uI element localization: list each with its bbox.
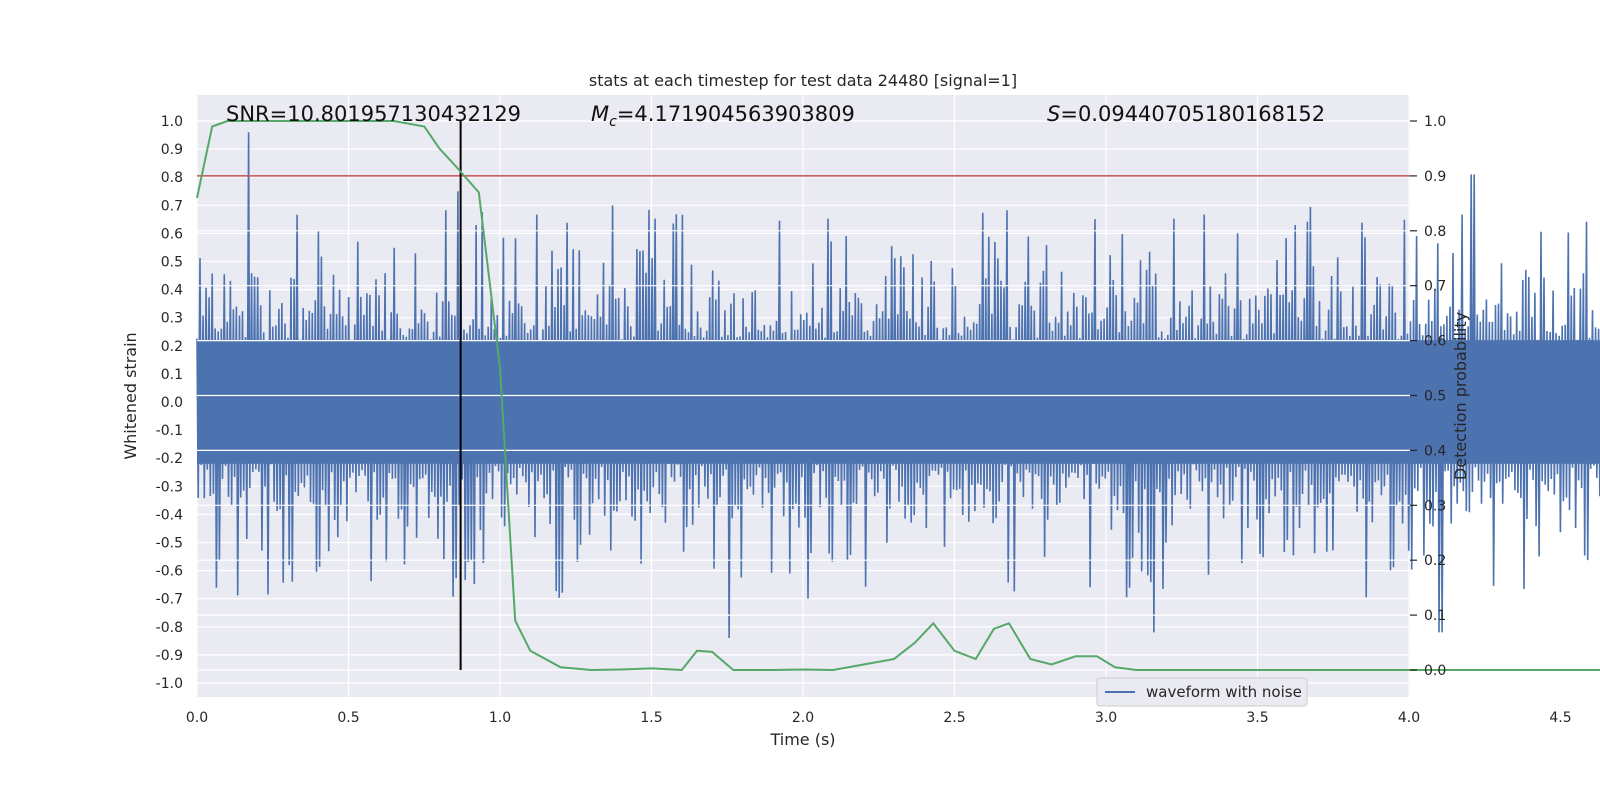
x-tick-label: 1.5: [640, 710, 662, 726]
s-annotation: S=0.09440705180168152: [1047, 102, 1325, 126]
y2-tick-label: 0.7: [1424, 279, 1446, 295]
waveform-series: [196, 132, 1600, 639]
y-tick-label: 0.7: [161, 198, 183, 214]
y-tick-label: -0.1: [156, 423, 183, 439]
s-symbol: S: [1047, 102, 1060, 126]
x-axis-label: Time (s): [769, 730, 835, 749]
x-tick-label: 0.5: [337, 710, 359, 726]
y-axis-ticks: 1.0 0.9 0.8 0.7 0.6 0.5 0.4 0.3 0.2 0.1 0.0 -0.1 -0.…: [156, 114, 183, 692]
x-tick-label: 0.0: [186, 710, 208, 726]
y2-tick-label: 0.4: [1424, 443, 1446, 459]
legend-label: waveform with noise: [1146, 683, 1302, 701]
y-tick-label: 0.6: [161, 226, 183, 242]
y2-tick-label: 0.9: [1424, 169, 1446, 185]
mc-subscript: c: [609, 114, 617, 130]
waveform-core-band: [197, 340, 1600, 464]
x-tick-label: 3.0: [1095, 710, 1117, 726]
y-tick-label: 1.0: [161, 114, 183, 130]
y-tick-label: 0.1: [161, 367, 183, 383]
y2-tick-label: 0.6: [1424, 334, 1446, 350]
s-value: =0.09440705180168152: [1060, 102, 1325, 126]
y-tick-label: -0.9: [156, 648, 183, 664]
y-tick-label: -0.5: [156, 536, 183, 552]
y-tick-label: -0.4: [156, 507, 183, 523]
x-tick-label: 1.0: [489, 710, 511, 726]
y-tick-label: -0.2: [156, 451, 183, 467]
x-tick-label: 2.0: [792, 710, 814, 726]
y-tick-label: 0.3: [161, 311, 183, 327]
y-tick-label: 0.8: [161, 170, 183, 186]
chart-title: stats at each timestep for test data 244…: [589, 71, 1017, 90]
legend: waveform with noise: [1096, 677, 1308, 707]
vertical-markers: [459, 121, 462, 670]
y2-tick-label: 0.8: [1424, 224, 1446, 240]
detection-probability-line: [196, 120, 1600, 672]
x-axis-ticks: 0.00.51.01.52.02.53.03.54.04.55.05.56.06…: [186, 710, 1572, 726]
y-tick-label: 0.0: [161, 395, 183, 411]
y-tick-label: 0.5: [161, 255, 183, 271]
y-tick-label: 0.4: [161, 283, 183, 299]
y2-tick-label: 0.5: [1424, 389, 1446, 405]
y-tick-label: -0.8: [156, 620, 183, 636]
mc-value: =4.171904563903809: [617, 102, 855, 126]
y-tick-label: 0.9: [161, 142, 183, 158]
chirp-mass-annotation: Mc=4.171904563903809: [591, 102, 855, 130]
y-axis-label: Whitened strain: [121, 332, 140, 459]
y-tick-label: -0.3: [156, 479, 183, 495]
y2-axis-ticks: 1.0 0.9 0.8 0.7 0.6 0.5 0.4 0.3 0.2 0.1 0.0: [1410, 114, 1446, 679]
x-tick-label: 4.0: [1398, 710, 1420, 726]
x-tick-label: 2.5: [943, 710, 965, 726]
y-tick-label: -1.0: [156, 676, 183, 692]
snr-annotation: SNR=10.801957130432129: [226, 102, 521, 126]
mc-symbol: M: [591, 102, 609, 126]
y2-tick-label: 0.1: [1424, 608, 1446, 624]
x-tick-label: 3.5: [1246, 710, 1268, 726]
y2-axis-label: Detection probability: [1451, 312, 1470, 480]
y2-tick-label: 0.2: [1424, 553, 1446, 569]
legend-box: [1096, 677, 1308, 707]
x-tick-label: 4.5: [1549, 710, 1571, 726]
y2-tick-label: 0.3: [1424, 498, 1446, 514]
y-tick-label: -0.6: [156, 564, 183, 580]
y2-tick-label: 1.0: [1424, 114, 1446, 130]
y-tick-label: 0.2: [161, 339, 183, 355]
y2-tick-label: 0.0: [1424, 663, 1446, 679]
y-tick-label: -0.7: [156, 592, 183, 608]
